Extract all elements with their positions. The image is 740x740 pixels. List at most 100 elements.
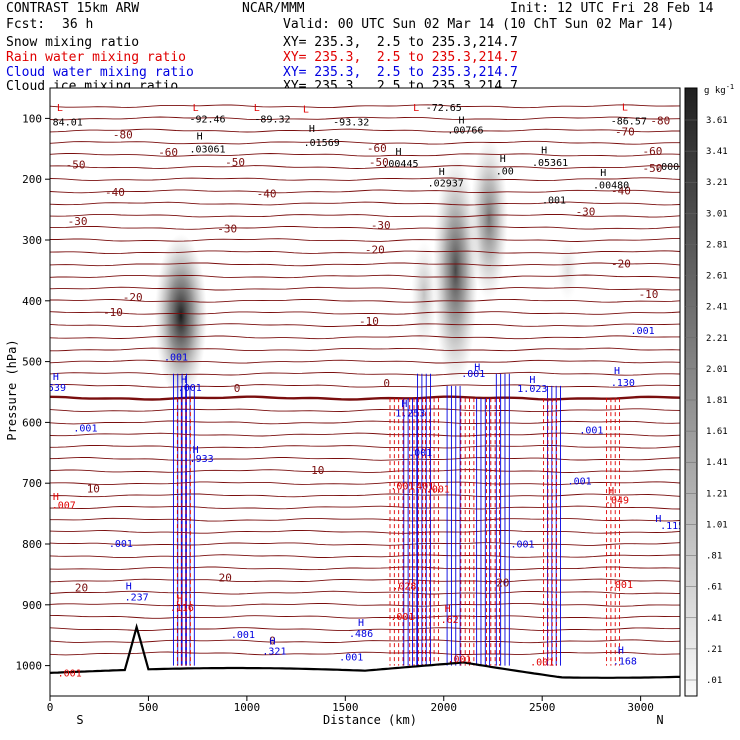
ice-plume: [411, 240, 437, 350]
temperature-label: -20: [611, 257, 631, 270]
legend-rain: Rain water mixing ratio: [6, 50, 187, 65]
extremum-label: .933: [190, 454, 214, 465]
y-tick-label: 600: [22, 416, 42, 429]
north-end-label: N: [656, 713, 663, 727]
x-tick-label: 1000: [234, 701, 261, 714]
extremum-label: -89.32: [254, 115, 290, 126]
extremum-label: .001: [109, 539, 133, 550]
isotherm-line: [50, 408, 680, 413]
isotherm-line: [50, 104, 680, 109]
extremum-label: .001: [73, 424, 97, 435]
x-tick-label: 0: [47, 701, 54, 714]
colorbar-label: 2.21: [706, 334, 728, 344]
extremum-label: .05361: [532, 158, 568, 169]
extremum-label: H: [655, 514, 661, 525]
extremum-label: .00: [496, 166, 514, 177]
extremum-label: L: [303, 104, 309, 115]
extremum-label: H: [458, 115, 464, 126]
isotherm-line: [50, 615, 680, 619]
x-axis-label: Distance (km): [323, 713, 417, 727]
colorbar-label: 2.61: [706, 272, 728, 282]
legend-cloud-water: Cloud water mixing ratio: [6, 65, 194, 80]
extremum-label: .001: [178, 383, 202, 394]
colorbar-label: 1.61: [706, 427, 728, 437]
temperature-label: -10: [103, 306, 123, 319]
isotherm-line: [50, 371, 680, 376]
temperature-label: -50: [643, 162, 663, 175]
isotherm-line: [50, 590, 680, 595]
valid-time: Valid: 00 UTC Sun 02 Mar 14 (10 ChT Sun …: [283, 17, 675, 32]
temperature-label: 20: [219, 572, 232, 585]
isotherm-line: [50, 384, 680, 388]
x-axis: 0 500 1000 1500 2000 2500 3000: [47, 696, 654, 714]
y-axis-label: Pressure (hPa): [5, 339, 19, 440]
colorbar-label: 3.21: [706, 178, 728, 188]
extremum-label: H: [309, 124, 315, 135]
x-tick-label: 2500: [529, 701, 556, 714]
y-tick-label: 1000: [16, 660, 43, 673]
extremum-label: H: [500, 154, 506, 165]
extremum-label: .001: [164, 352, 188, 363]
temperature-label: -60: [643, 145, 663, 158]
extremum-label: .03061: [189, 144, 225, 155]
isotherm-line: [50, 432, 680, 437]
temperature-label: 0: [234, 382, 241, 395]
extremum-label: .02937: [428, 178, 464, 189]
colorbar-label: .01: [706, 676, 722, 686]
extremum-label: .001: [58, 669, 82, 680]
extremum-label: .00445: [382, 159, 418, 170]
extremum-label: .001: [408, 448, 432, 459]
cloud-ice-shading: [154, 136, 579, 399]
extremum-label: -72.65: [426, 103, 462, 114]
isotherm-lines: [50, 104, 680, 656]
y-tick-label: 400: [22, 295, 42, 308]
extremum-label: L: [193, 103, 199, 114]
isotherm-line: [50, 298, 680, 303]
temperature-label: -60: [158, 146, 178, 159]
y-tick-label: 300: [22, 234, 42, 247]
colorbar-label: 3.61: [706, 116, 728, 126]
temperature-label: -40: [611, 184, 631, 197]
temperature-label: -50: [369, 156, 389, 169]
extremum-label: .115: [660, 521, 684, 532]
model-title: CONTRAST 15km ARW: [6, 1, 140, 16]
temperature-label: -50: [225, 156, 245, 169]
extremum-label: .237: [125, 593, 149, 604]
colorbar-label: 3.01: [706, 209, 728, 219]
isotherm-line: [50, 602, 680, 607]
isotherm-line: [50, 274, 680, 279]
colorbar-label: 1.81: [706, 396, 728, 406]
isotherm-line: [50, 578, 680, 583]
temperature-label: -30: [68, 215, 88, 228]
terrain-line: [50, 623, 680, 679]
extremum-label: .001: [390, 612, 414, 623]
isotherm-line: [50, 262, 680, 267]
contour-labels: -80-80-70-60 -60 -60-50 -50 -50 -50-40 -40 -40-…: [50, 102, 684, 680]
south-end-label: S: [76, 713, 83, 727]
isotherm-line: [50, 189, 680, 194]
extremum-label: .001: [631, 326, 655, 337]
freezing-level-line: [50, 395, 680, 401]
extremum-label: .401: [410, 481, 434, 492]
extremum-label: H: [197, 132, 203, 143]
organization-label: NCAR/MMM: [242, 1, 305, 16]
isotherm-line: [50, 493, 680, 498]
extremum-label: .62: [441, 615, 459, 626]
isotherm-line: [50, 140, 680, 145]
temperature-label: -80: [113, 128, 133, 141]
temperature-label: 10: [87, 482, 100, 495]
extremum-label: .116: [170, 603, 194, 614]
isotherm-line: [50, 311, 680, 315]
colorbar-label: 2.01: [706, 365, 728, 375]
isotherm-line: [50, 177, 680, 182]
colorbar-label: .41: [706, 614, 722, 624]
extremum-label: H: [126, 582, 132, 593]
colorbar-label: 2.81: [706, 240, 728, 250]
y-tick-label: 500: [22, 356, 42, 369]
y-axis: 100 200 300 400 500 600 700 800 900 1000: [16, 112, 50, 673]
init-time: Init: 12 UTC Fri 28 Feb 14: [510, 1, 714, 16]
extremum-label: H: [395, 147, 401, 158]
extremum-label: .321: [262, 647, 286, 658]
y-tick-label: 700: [22, 477, 42, 490]
